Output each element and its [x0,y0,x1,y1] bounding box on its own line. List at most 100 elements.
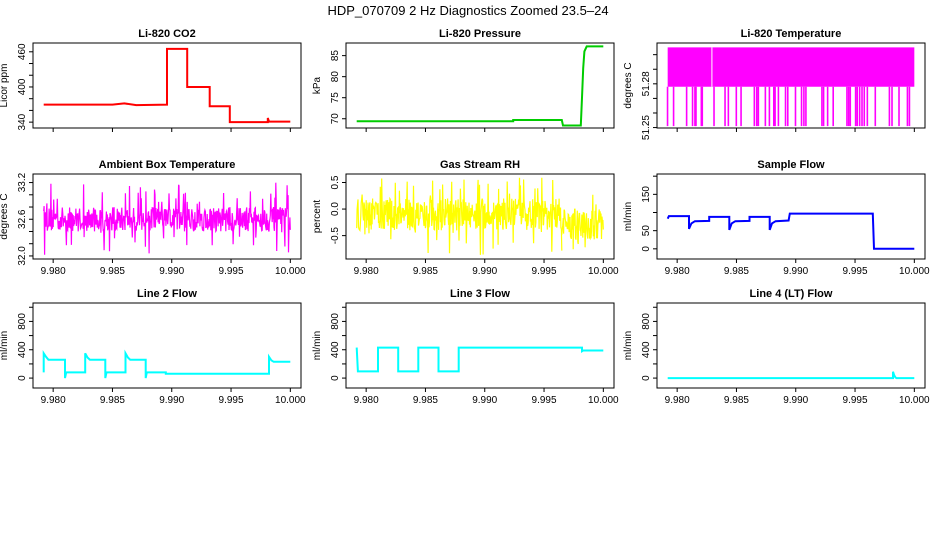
series-drop [757,86,760,127]
series-drop [685,86,688,127]
x-tick-label: 9.990 [472,266,497,277]
series-gap [711,47,713,87]
y-tick-label: 33.2 [17,172,28,192]
panel-title: Li-820 Temperature [741,28,842,40]
data-layer [356,177,604,255]
plot-frame [32,173,302,260]
plot-frame [656,302,926,389]
series-drop [764,86,767,127]
series-drop [826,86,829,127]
data-layer [666,212,915,250]
series-line [42,349,291,379]
x-tick-label: 9.995 [532,395,557,406]
y-tick-label: 400 [17,341,28,358]
y-axis-label: ml/min [312,331,323,360]
series-drop [701,86,704,127]
series-drop [849,86,852,127]
panel-title: Sample Flow [757,159,825,171]
panel-ambient-box-temperature: Ambient Box Temperature degrees C 9.980 9.9… [0,159,306,277]
series-drop [800,86,803,127]
series-line [355,346,604,373]
y-tick-label: 0 [641,246,652,252]
series-drop [784,86,787,127]
series-drop [874,86,877,127]
plot-frame [32,302,302,389]
x-tick-label: 9.980 [41,395,66,406]
series-line [666,212,915,250]
series-drop [727,86,730,127]
series-drop [755,86,758,127]
series-drop [891,86,893,127]
y-tick-label: 150 [641,186,652,203]
series-drop [753,86,756,127]
panel-li-820-co2: Li-820 CO2 Licor ppm 340 400 460 [0,28,302,132]
series-drop [735,86,738,127]
y-tick-label: 460 [17,43,28,60]
x-tick-label: 9.980 [41,266,66,277]
series-drop [777,86,780,127]
plot-frame [656,42,926,129]
data-layer [355,346,604,373]
panel-line-2-flow: Line 2 Flow ml/min 9.980 9.985 9.990 9.995 10.… [0,288,306,406]
x-tick-label: 9.980 [665,266,690,277]
x-tick-label: 9.980 [665,395,690,406]
series-drop [866,86,869,127]
series-drop [694,86,696,127]
series-line [43,47,291,124]
plot-frame [345,173,615,260]
series-drop [740,86,742,127]
plot-frame [32,42,302,129]
series-drop [863,86,866,127]
x-tick-label: 9.985 [100,395,125,406]
y-tick-label: 0 [641,375,652,381]
x-tick-label: 9.980 [354,395,379,406]
y-tick-label: 70 [330,113,341,125]
series-drop [803,86,805,127]
series-drop [786,86,789,127]
y-axis-label: degrees C [0,193,10,239]
data-layer [43,47,291,124]
x-tick-label: 9.990 [159,395,184,406]
series-drop [822,86,825,127]
series-drop [832,86,834,127]
y-tick-label: 51.28 [641,71,652,96]
series-drop [794,86,797,127]
y-tick-label: 51.25 [641,115,652,140]
x-tick-label: 9.985 [413,395,438,406]
series-drop [713,86,715,127]
x-tick-label: 9.995 [219,266,244,277]
y-tick-label: 80 [330,71,341,83]
x-tick-label: 9.995 [219,395,244,406]
y-tick-label: 75 [330,92,341,104]
panel-title: Line 3 Flow [450,288,510,300]
y-tick-label: 0 [17,375,28,381]
series-band [667,47,915,87]
data-layer [43,182,291,255]
plot-frame [345,42,615,129]
series-drop [846,86,848,127]
y-tick-label: 800 [641,313,652,330]
series-drop [805,86,807,127]
panel-line-3-flow: Line 3 Flow ml/min 9.980 9.985 9.990 9.995 10.… [312,288,619,406]
series-drop [672,86,675,127]
figure-title: HDP_070709 2 Hz Diagnostics Zoomed 23.5–… [327,3,608,18]
y-tick-label: 400 [641,341,652,358]
data-layer [42,349,291,379]
x-tick-label: 9.980 [354,266,379,277]
series-drop [898,86,900,127]
series-drop [695,86,697,127]
x-tick-label: 10.000 [899,395,930,406]
series-drop [854,86,857,127]
series-drop [768,86,771,127]
panel-sample-flow: Sample Flow ml/min 9.980 9.985 9.990 9.995 10.… [623,159,930,277]
x-tick-label: 9.995 [843,395,868,406]
series-drop [724,86,726,127]
data-layer [666,47,915,127]
x-tick-label: 9.985 [724,395,749,406]
series-noise-line [561,194,604,250]
y-tick-label: 0.5 [330,175,341,189]
x-tick-label: 9.985 [100,266,125,277]
x-tick-label: 9.990 [159,266,184,277]
y-axis-label: kPa [312,76,323,94]
x-tick-label: 9.995 [843,266,868,277]
